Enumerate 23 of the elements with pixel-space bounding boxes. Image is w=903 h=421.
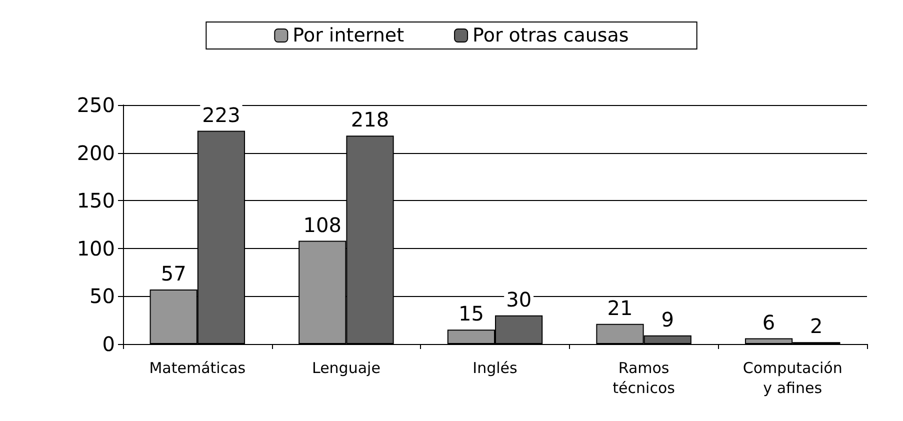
x-tick-label: Inglés xyxy=(472,359,518,377)
data-label: 108 xyxy=(303,212,342,237)
legend-label: Por otras causas xyxy=(472,24,629,46)
y-tick-label: 0 xyxy=(102,332,115,356)
y-tick-label: 150 xyxy=(76,188,115,213)
x-tick-label: Lenguaje xyxy=(312,359,380,377)
data-label: 6 xyxy=(762,310,776,334)
y-tick-label: 200 xyxy=(76,140,115,165)
y-tick-label: 50 xyxy=(90,284,115,308)
x-tick-label: Computación y afines xyxy=(742,359,842,397)
data-label: 2 xyxy=(810,314,823,338)
x-tick-label: Matemáticas xyxy=(149,359,246,377)
x-tick-label: Ramos técnicos xyxy=(612,359,676,397)
data-label: 57 xyxy=(160,262,186,286)
data-label: 9 xyxy=(661,307,674,332)
y-tick-label: 250 xyxy=(76,93,115,117)
data-label: 15 xyxy=(458,302,484,326)
y-tick-label: 100 xyxy=(76,236,115,260)
data-label: 21 xyxy=(607,296,633,320)
data-label: 223 xyxy=(202,102,240,127)
legend-label: Por internet xyxy=(292,24,404,46)
data-label: 30 xyxy=(506,287,532,312)
data-label: 218 xyxy=(350,108,390,132)
